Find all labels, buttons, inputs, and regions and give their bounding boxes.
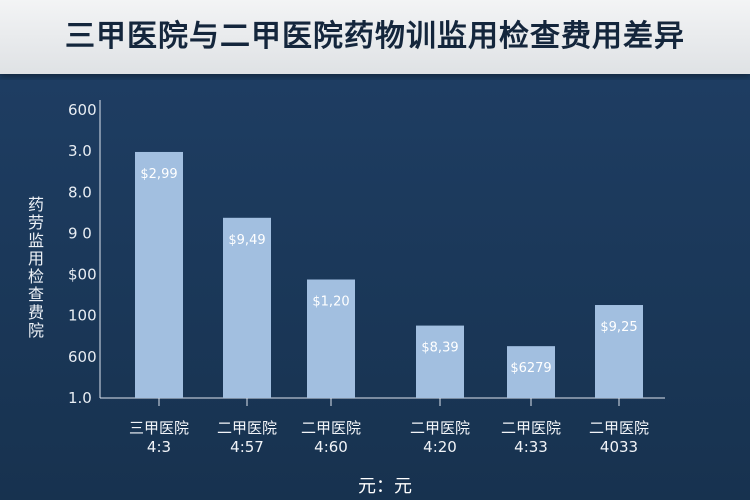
bar	[416, 325, 464, 398]
y-axis-label-char: 劳	[28, 213, 44, 232]
bar-value-label: $6279	[510, 361, 551, 376]
y-axis-label-char: 查	[28, 285, 44, 304]
chart-title: 三甲医院与二甲医院药物训监用检查费用差异	[65, 19, 685, 54]
x-category-label: 二甲医院	[217, 419, 277, 437]
x-category-label: 二甲医院	[301, 419, 361, 437]
y-tick-label: $00	[68, 266, 97, 284]
y-axis-label-char: 监	[28, 231, 44, 250]
y-tick-label: 8.0	[68, 183, 92, 201]
bar-value-label: $1,20	[312, 295, 349, 310]
x-category-sublabel: 4:3	[147, 438, 171, 456]
x-category-sublabel: 4:60	[314, 438, 348, 456]
title-bar: 三甲医院与二甲医院药物训监用检查费用差异	[0, 0, 750, 74]
y-tick-label: 1.0	[68, 389, 92, 407]
x-category-label: 二甲医院	[501, 419, 561, 437]
x-category-sublabel: 4033	[600, 438, 638, 456]
chart-panel: 600 3.0 8.0 9 0 $00 100 600 1.0 药劳监用检查费院 $2,99 三甲医…	[0, 80, 750, 500]
x-category-sublabel: 4:20	[423, 438, 457, 456]
y-tick-label: 600	[68, 348, 97, 366]
y-tick-label: 100	[68, 307, 97, 325]
y-tick-label: 3.0	[68, 142, 92, 160]
bar	[223, 217, 271, 398]
bar-value-label: $8,39	[421, 341, 458, 356]
x-category-label: 二甲医院	[410, 419, 470, 437]
bar	[507, 346, 555, 398]
bar	[595, 305, 643, 398]
x-category-sublabel: 4:33	[514, 438, 548, 456]
x-axis-label: 元：元	[358, 476, 412, 497]
bar-value-label: $9,49	[228, 233, 265, 248]
y-tick-label: 600	[68, 101, 97, 119]
y-axis-label-char: 院	[28, 321, 44, 340]
y-axis-label-char: 检	[28, 267, 44, 286]
x-category-sublabel: 4:57	[230, 438, 264, 456]
bar	[307, 279, 355, 398]
x-category-label: 三甲医院	[129, 419, 189, 437]
x-category-label: 二甲医院	[589, 419, 649, 437]
bar-value-label: $9,25	[600, 320, 637, 335]
y-axis-label-char: 费	[28, 303, 44, 322]
y-tick-label: 9 0	[68, 224, 92, 242]
bar	[135, 151, 183, 398]
bar-value-label: $2,99	[140, 167, 177, 182]
y-axis-label-char: 用	[28, 249, 44, 268]
y-axis-label-char: 药	[28, 195, 44, 214]
